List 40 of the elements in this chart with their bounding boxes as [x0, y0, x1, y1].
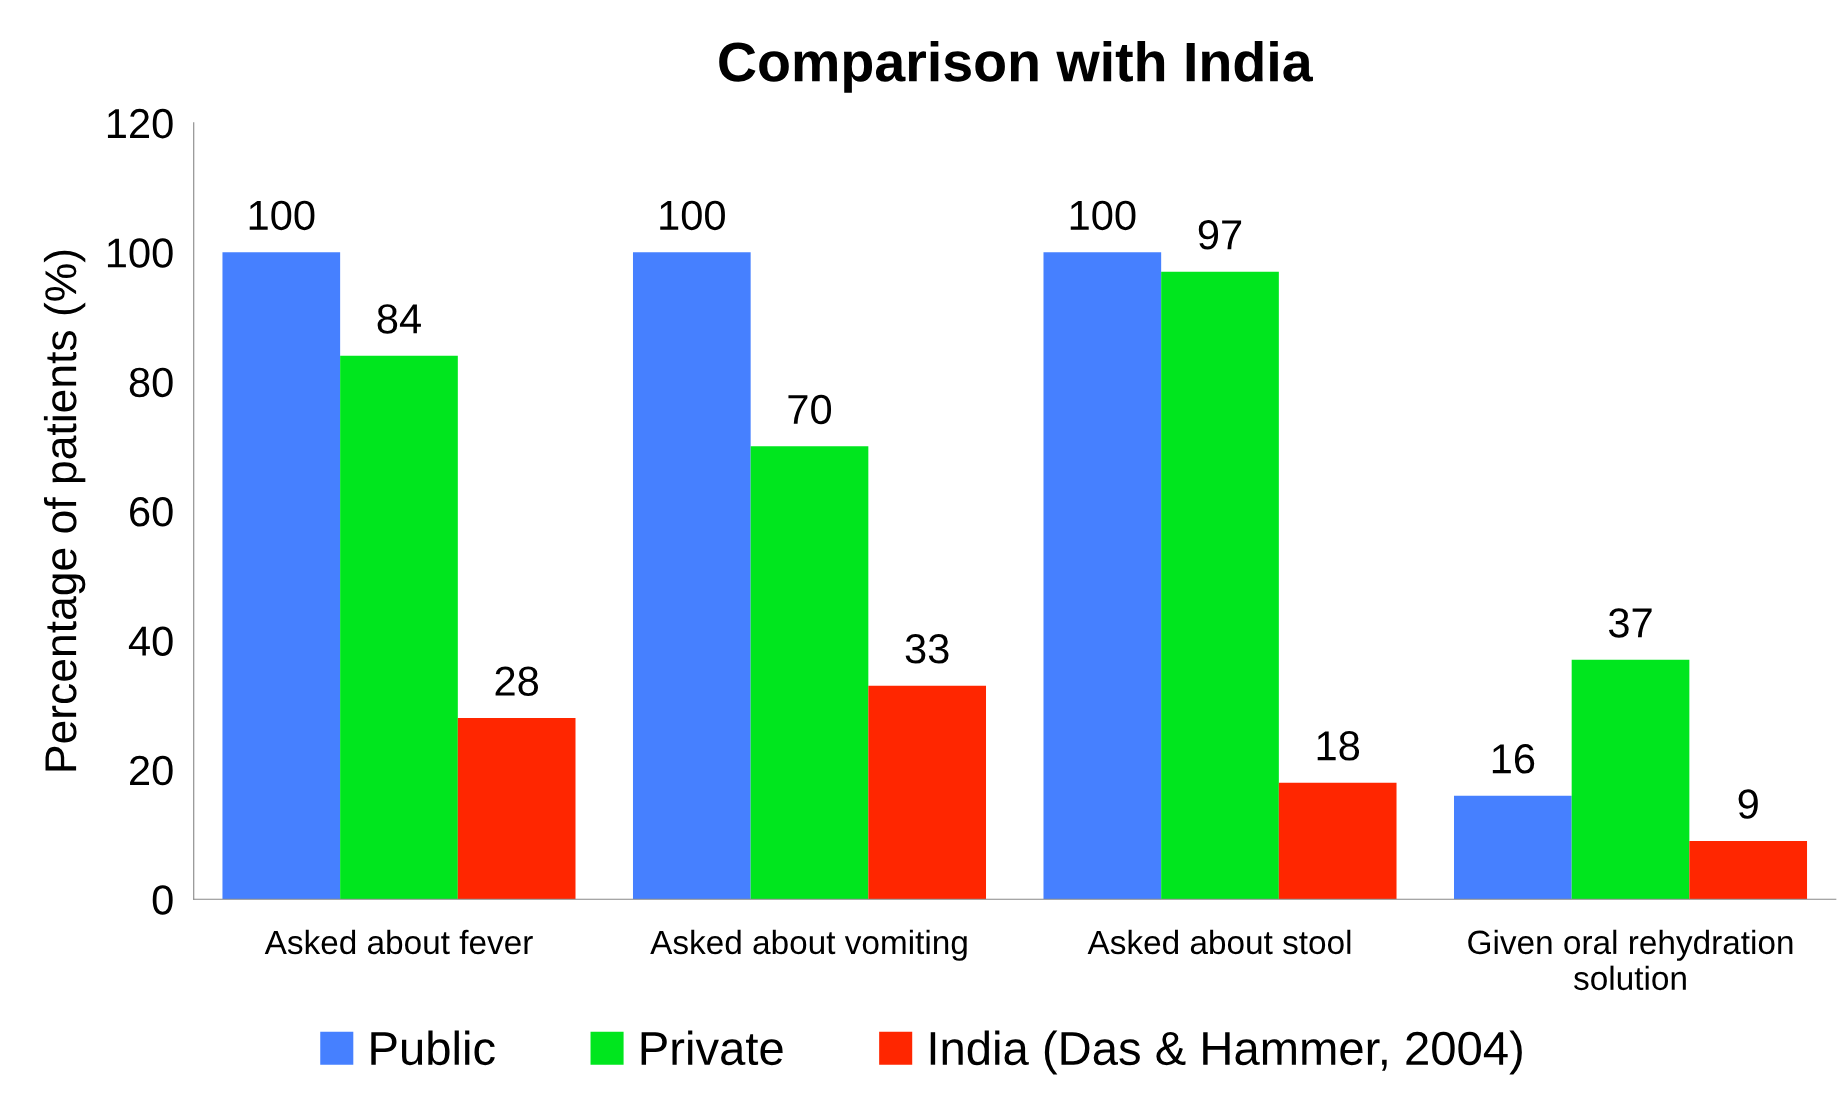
data-label: 84	[377, 304, 421, 334]
data-label: 9	[1738, 789, 1758, 819]
data-label: 18	[1317, 731, 1360, 761]
x-tick-label: Asked about stool	[1087, 929, 1351, 955]
data-label: 16	[1492, 744, 1535, 774]
data-label: 100	[1070, 200, 1136, 231]
legend-label: Public	[371, 1030, 495, 1066]
y-tick-label: 120	[107, 108, 173, 139]
data-label: 28	[495, 666, 539, 696]
x-tick-label: Asked about fever	[264, 929, 533, 955]
bar	[340, 355, 458, 900]
x-tick-label: Asked about vomiting	[650, 929, 967, 961]
bar	[1161, 271, 1279, 900]
y-tick-label: 0	[152, 885, 173, 915]
bar	[222, 252, 341, 900]
data-label: 100	[249, 200, 315, 231]
data-label: 33	[905, 634, 949, 664]
chart-title: Comparison with India	[719, 40, 1313, 93]
y-tick-label: 100	[107, 238, 173, 268]
legend-label: Private	[641, 1030, 783, 1066]
bar	[457, 718, 576, 900]
bar	[750, 446, 869, 900]
bar	[1454, 795, 1572, 900]
legend-label: India (Das & Hammer, 2004)	[930, 1030, 1522, 1075]
data-label: 97	[1198, 220, 1242, 250]
bar	[1043, 252, 1162, 900]
bar	[1689, 840, 1808, 900]
y-tick-label: 40	[128, 626, 173, 656]
bar	[632, 252, 751, 900]
bar	[1278, 782, 1397, 900]
y-axis-title: Percentage of patients (%)	[43, 250, 86, 771]
y-tick-label: 20	[130, 755, 173, 786]
y-tick-label: 60	[130, 497, 173, 527]
y-tick-label: 80	[129, 367, 173, 398]
bar	[1571, 659, 1690, 900]
data-label: 100	[660, 200, 725, 231]
data-label: 70	[788, 394, 832, 425]
bar	[868, 685, 987, 900]
data-label: 37	[1608, 608, 1652, 638]
x-tick-label: Given oral rehydration solution	[1468, 929, 1793, 991]
